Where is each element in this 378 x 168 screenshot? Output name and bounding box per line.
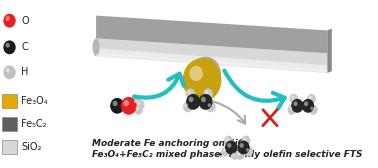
Ellipse shape	[240, 143, 244, 148]
Ellipse shape	[224, 136, 233, 145]
Ellipse shape	[6, 43, 10, 48]
Ellipse shape	[186, 94, 200, 110]
Ellipse shape	[231, 151, 239, 160]
Ellipse shape	[227, 143, 231, 148]
Text: Fe₅C₂: Fe₅C₂	[21, 119, 46, 129]
Ellipse shape	[134, 100, 137, 103]
Text: C: C	[21, 42, 28, 52]
Bar	[3, 94, 17, 108]
Ellipse shape	[308, 96, 312, 99]
Ellipse shape	[206, 101, 216, 112]
Ellipse shape	[203, 89, 213, 99]
Ellipse shape	[205, 90, 208, 94]
Ellipse shape	[307, 94, 316, 104]
Ellipse shape	[132, 98, 141, 108]
Ellipse shape	[304, 101, 308, 106]
Ellipse shape	[237, 153, 240, 156]
Ellipse shape	[189, 97, 194, 102]
Text: O: O	[21, 16, 29, 26]
Ellipse shape	[6, 68, 10, 73]
Ellipse shape	[110, 98, 124, 114]
Bar	[3, 117, 17, 131]
Ellipse shape	[222, 146, 230, 156]
FancyArrowPatch shape	[134, 74, 184, 98]
Text: →  highly olefin selective FTS: → highly olefin selective FTS	[215, 150, 363, 159]
Ellipse shape	[291, 99, 304, 113]
Polygon shape	[96, 54, 327, 73]
Ellipse shape	[189, 66, 203, 81]
Ellipse shape	[236, 151, 244, 160]
Ellipse shape	[187, 90, 191, 94]
Ellipse shape	[226, 137, 229, 141]
Ellipse shape	[201, 97, 206, 102]
Ellipse shape	[288, 105, 296, 115]
Ellipse shape	[223, 148, 226, 152]
Ellipse shape	[93, 38, 99, 56]
Ellipse shape	[246, 148, 249, 152]
Polygon shape	[96, 38, 327, 73]
Ellipse shape	[3, 65, 16, 79]
Ellipse shape	[290, 94, 298, 104]
Ellipse shape	[183, 101, 193, 112]
Ellipse shape	[291, 96, 294, 99]
Ellipse shape	[134, 105, 143, 115]
Ellipse shape	[310, 107, 313, 110]
Ellipse shape	[136, 107, 139, 110]
Polygon shape	[96, 53, 327, 73]
Ellipse shape	[237, 140, 250, 154]
Ellipse shape	[225, 140, 237, 154]
Ellipse shape	[289, 107, 292, 110]
Text: SiO₂: SiO₂	[21, 142, 41, 152]
Ellipse shape	[293, 101, 297, 106]
Ellipse shape	[3, 14, 16, 28]
Ellipse shape	[183, 58, 222, 102]
FancyArrowPatch shape	[214, 102, 245, 124]
Ellipse shape	[309, 105, 318, 115]
Ellipse shape	[137, 102, 140, 105]
Polygon shape	[96, 48, 327, 73]
Ellipse shape	[242, 136, 251, 145]
Text: Moderate Fe anchoring on SiO₂: Moderate Fe anchoring on SiO₂	[91, 139, 249, 148]
Polygon shape	[96, 16, 327, 53]
Ellipse shape	[186, 89, 195, 99]
Ellipse shape	[6, 16, 10, 21]
Ellipse shape	[208, 103, 211, 107]
Ellipse shape	[113, 101, 118, 106]
Ellipse shape	[232, 153, 235, 156]
Ellipse shape	[198, 94, 212, 110]
Ellipse shape	[136, 100, 145, 110]
Text: Fe₃O₄+Fe₅C₂ mixed phase: Fe₃O₄+Fe₅C₂ mixed phase	[91, 150, 220, 159]
Ellipse shape	[185, 103, 188, 107]
Ellipse shape	[121, 97, 137, 115]
Ellipse shape	[302, 99, 314, 113]
Ellipse shape	[3, 40, 16, 54]
FancyArrowPatch shape	[225, 71, 285, 109]
Text: Fe₃O₄: Fe₃O₄	[21, 96, 48, 106]
Polygon shape	[327, 28, 332, 73]
Text: H: H	[21, 67, 28, 77]
Ellipse shape	[190, 57, 221, 92]
Bar	[3, 140, 17, 154]
Ellipse shape	[243, 137, 246, 141]
Ellipse shape	[244, 146, 253, 156]
Ellipse shape	[124, 100, 129, 106]
